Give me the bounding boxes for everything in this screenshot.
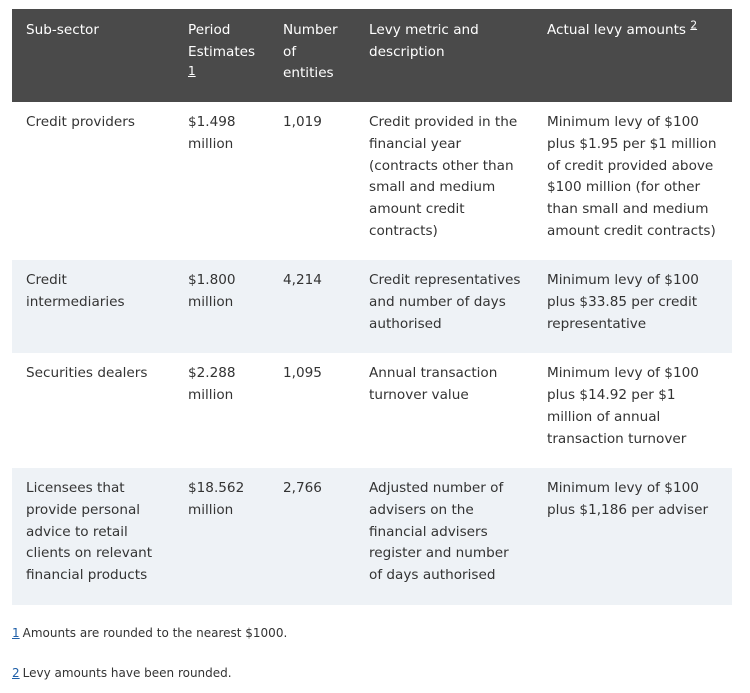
cell-estimate: $18.562 million — [174, 468, 269, 605]
cell-subsector: Securities dealers — [12, 353, 174, 469]
cell-actual: Minimum levy of $100 plus $33.85 per cre… — [533, 260, 732, 354]
header-entities: Number of entities — [269, 9, 355, 103]
cell-entities: 1,095 — [269, 353, 355, 469]
header-actual-label: Actual levy amounts — [547, 22, 686, 38]
cell-metric: Adjusted number of advisers on the finan… — [355, 468, 533, 605]
cell-estimate: $1.800 million — [174, 260, 269, 354]
footnote-1-link[interactable]: 1 — [188, 64, 196, 79]
header-metric: Levy metric and description — [355, 9, 533, 103]
footnote-2-marker[interactable]: 2 — [12, 666, 20, 680]
header-actual: Actual levy amounts 2 — [533, 9, 732, 103]
table-row: Credit intermediaries $1.800 million 4,2… — [12, 260, 732, 354]
header-subsector-label: Sub-sector — [26, 22, 99, 38]
header-period-estimates: Period Estimates 1 — [174, 9, 269, 103]
cell-metric: Annual transaction turnover value — [355, 353, 533, 469]
cell-metric: Credit representatives and number of day… — [355, 260, 533, 354]
footnote-2: 2 Levy amounts have been rounded. — [12, 666, 232, 680]
table-row: Licensees that provide personal advice t… — [12, 468, 732, 605]
footnote-2-text: Levy amounts have been rounded. — [22, 666, 232, 680]
cell-subsector: Licensees that provide personal advice t… — [12, 468, 174, 605]
cell-estimate: $2.288 million — [174, 353, 269, 469]
cell-subsector: Credit providers — [12, 102, 174, 261]
cell-metric: Credit provided in the financial year (c… — [355, 102, 533, 261]
cell-actual: Minimum levy of $100 plus $1,186 per adv… — [533, 468, 732, 605]
table-row: Securities dealers $2.288 million 1,095 … — [12, 353, 732, 469]
cell-subsector: Credit intermediaries — [12, 260, 174, 354]
header-period-estimates-label: Period Estimates — [188, 22, 256, 60]
footnote-1: 1 Amounts are rounded to the nearest $100… — [12, 626, 287, 640]
header-entities-label: Number of entities — [283, 22, 338, 82]
cell-entities: 1,019 — [269, 102, 355, 261]
cell-entities: 2,766 — [269, 468, 355, 605]
cell-estimate: $1.498 million — [174, 102, 269, 261]
footnote-2-link[interactable]: 2 — [690, 19, 698, 32]
levy-table: Sub-sector Period Estimates 1 Number of … — [12, 9, 732, 605]
table-header-row: Sub-sector Period Estimates 1 Number of … — [12, 9, 732, 103]
footnote-1-text: Amounts are rounded to the nearest $1000… — [22, 626, 288, 640]
footnote-1-marker[interactable]: 1 — [12, 626, 20, 640]
cell-actual: Minimum levy of $100 plus $14.92 per $1 … — [533, 353, 732, 469]
header-metric-label: Levy metric and description — [369, 22, 479, 60]
header-subsector: Sub-sector — [12, 9, 174, 103]
table-row: Credit providers $1.498 million 1,019 Cr… — [12, 102, 732, 261]
cell-actual: Minimum levy of $100 plus $1.95 per $1 m… — [533, 102, 732, 261]
cell-entities: 4,214 — [269, 260, 355, 354]
